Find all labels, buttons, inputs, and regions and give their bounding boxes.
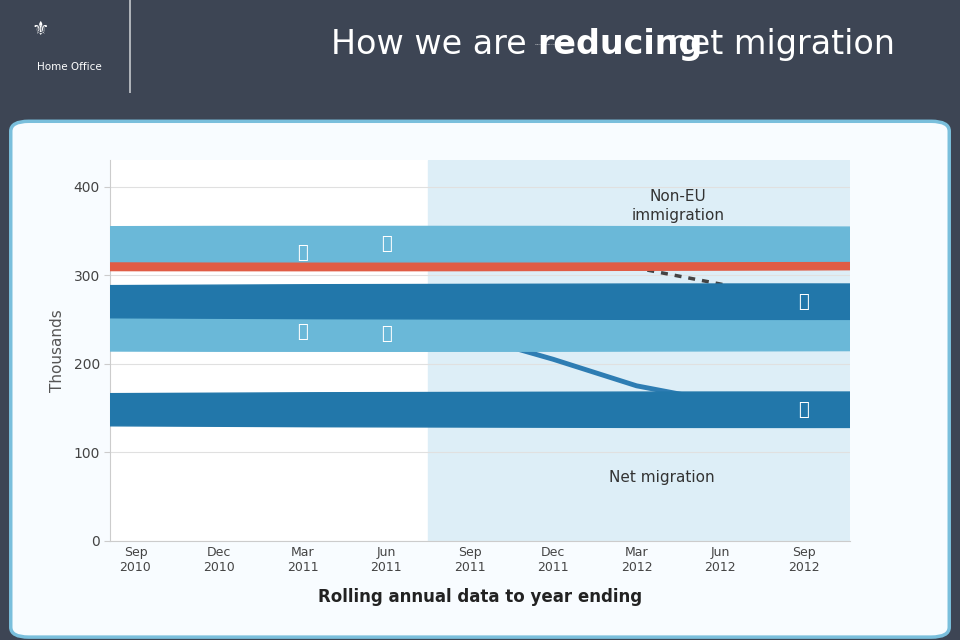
Text: How we are ​reduc​ing net migration: How we are ​reduc​ing net migration [535, 44, 560, 45]
Text: 🎓: 🎓 [381, 235, 392, 253]
Bar [428, 160, 850, 541]
Circle shape [0, 227, 960, 262]
Text: How we are: How we are [331, 28, 538, 61]
Circle shape [0, 392, 960, 428]
X-axis label: Rolling annual data to year ending: Rolling annual data to year ending [318, 588, 642, 605]
Text: ⛏: ⛏ [298, 244, 308, 262]
Text: ⛏: ⛏ [298, 323, 308, 341]
Text: ⚜: ⚜ [32, 20, 49, 39]
Text: reducing: reducing [538, 28, 703, 61]
Text: Home Office: Home Office [36, 62, 102, 72]
Circle shape [0, 314, 960, 349]
Text: Net migration: Net migration [609, 470, 714, 484]
Y-axis label: Thousands: Thousands [50, 309, 65, 392]
Circle shape [0, 316, 960, 351]
Circle shape [0, 236, 960, 271]
Polygon shape [437, 102, 523, 144]
Text: net migration: net migration [658, 28, 895, 61]
Text: Non-EU
immigration: Non-EU immigration [632, 189, 725, 223]
Text: 🏠: 🏠 [799, 401, 809, 419]
Text: 🏠: 🏠 [799, 292, 809, 310]
FancyBboxPatch shape [11, 121, 949, 637]
Circle shape [0, 284, 960, 319]
Text: 🎓: 🎓 [381, 324, 392, 342]
